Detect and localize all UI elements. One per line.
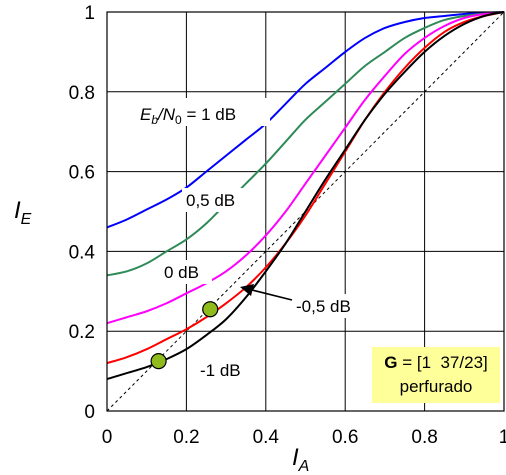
annotation-0db: 0 dB (164, 263, 199, 282)
y-tick-label: 0 (84, 402, 95, 423)
x-axis-label: IA (292, 444, 309, 475)
series-line-2 (106, 11, 505, 325)
annotation-1db-bg (136, 98, 270, 126)
series-line-0 (106, 11, 505, 229)
x-tick-label: 0.8 (411, 427, 437, 448)
annotation-05db: 0,5 dB (186, 191, 235, 210)
annotation-m1db: -1 dB (200, 361, 241, 380)
info-box-line2: perfurado (400, 377, 473, 396)
grid (107, 12, 504, 411)
info-box: G = [1 37/23] perfurado (372, 347, 500, 403)
info-box-line1: G = [1 37/23] (384, 353, 488, 372)
x-tick-label: 0.4 (253, 427, 280, 448)
x-tick-label: 1 (499, 427, 506, 448)
curves (106, 11, 505, 381)
marker-point (150, 353, 167, 370)
series-line-1 (106, 11, 505, 277)
y-tick-label: 0.8 (69, 83, 95, 104)
annotation-1db: Eb/N0 = 1 dB (140, 105, 236, 127)
x-axis-label-sub: A (298, 458, 310, 475)
y-tick-label: 1 (84, 3, 95, 24)
plot-frame (106, 11, 505, 412)
annotation-arrow (240, 284, 293, 301)
y-tick-label: 0.6 (69, 163, 95, 184)
x-tick-label: 0.2 (173, 427, 199, 448)
x-tick-label: 0.6 (332, 427, 358, 448)
annotation-m05db: -0,5 dB (296, 297, 351, 316)
tick-labels: 0 0.2 0.4 0.6 0.8 1 0 0.2 0.4 0.6 0.8 1 (69, 3, 506, 448)
series-reference-line (106, 11, 505, 412)
y-tick-label: 0.4 (69, 242, 96, 263)
y-axis-label: IE (14, 197, 32, 228)
marker-point (202, 301, 219, 318)
series-line-4 (106, 11, 505, 381)
markers (150, 301, 219, 370)
x-tick-label: 0 (102, 427, 113, 448)
y-tick-label: 0.2 (69, 322, 95, 343)
y-axis-label-sub: E (21, 211, 32, 228)
series-line-3 (106, 11, 505, 365)
reference-diagonal (106, 11, 505, 412)
